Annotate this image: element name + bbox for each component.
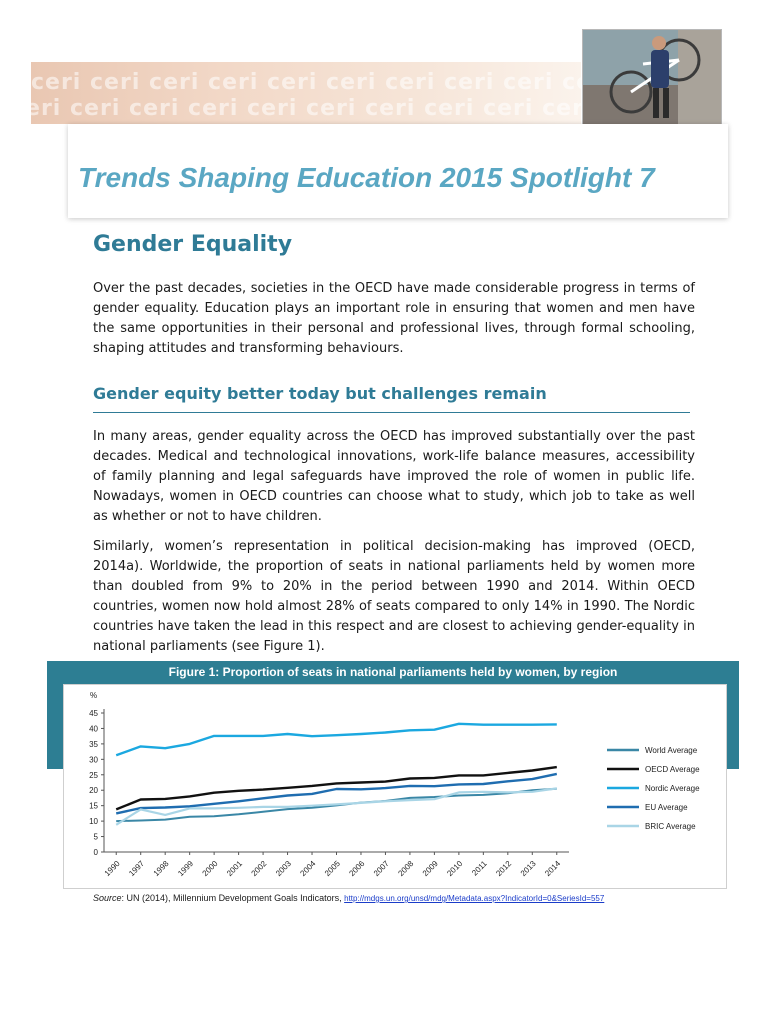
banner-watermark-row2: ceri ceri ceri ceri ceri ceri ceri ceri …: [31, 96, 581, 121]
y-tick-label: 40: [89, 724, 98, 733]
x-tick-label: 2010: [445, 859, 464, 878]
x-tick-label: 2001: [225, 859, 244, 878]
x-tick-label: 2013: [519, 859, 538, 878]
legend-label: EU Average: [645, 803, 688, 812]
source-label: Source: [93, 893, 122, 903]
y-axis-label: %: [90, 691, 97, 700]
y-tick-label: 45: [89, 709, 98, 718]
banner-watermark: ceri ceri ceri ceri ceri ceri ceri ceri …: [31, 70, 581, 95]
x-tick-label: 1990: [103, 859, 122, 878]
subheading: Gender equity better today but challenge…: [93, 384, 547, 403]
x-tick-label: 1999: [176, 859, 195, 878]
section-title: Gender Equality: [93, 232, 293, 257]
y-tick-label: 10: [89, 817, 98, 826]
series-line-nordic-average: [115, 722, 557, 757]
page-title: Trends Shaping Education 2015 Spotlight …: [78, 162, 655, 193]
x-tick-label: 2006: [347, 859, 366, 878]
title-box: Trends Shaping Education 2015 Spotlight …: [68, 124, 728, 218]
y-tick-label: 30: [89, 755, 98, 764]
y-tick-label: 35: [89, 740, 98, 749]
x-tick-label: 2012: [494, 859, 513, 878]
series-line-oecd-average: [115, 765, 557, 811]
x-tick-label: 2000: [201, 859, 220, 878]
header-banner: ceri ceri ceri ceri ceri ceri ceri ceri …: [31, 62, 581, 124]
legend-label: World Average: [645, 746, 698, 755]
x-tick-label: 2014: [543, 859, 562, 878]
y-tick-label: 20: [89, 786, 98, 795]
y-tick-label: 15: [89, 802, 98, 811]
legend-label: OECD Average: [645, 765, 700, 774]
y-tick-label: 5: [94, 833, 99, 842]
x-tick-label: 2008: [396, 859, 415, 878]
header-photo: [582, 29, 722, 126]
line-chart: % 0 5 10 15 20 25 30 35 40 45 1990 1997 1998 1999 200…: [89, 691, 700, 878]
x-tick-label: 2011: [470, 859, 489, 878]
body-paragraph-1: In many areas, gender equality across th…: [93, 429, 695, 524]
x-tick-label: 1998: [152, 859, 171, 878]
figure-title: Figure 1: Proportion of seats in nationa…: [168, 665, 618, 679]
legend-label: Nordic Average: [645, 784, 700, 793]
x-tick-label: 2007: [372, 859, 391, 878]
source-text: : UN (2014), Millennium Development Goal…: [121, 893, 345, 903]
x-tick-label: 2002: [250, 859, 269, 878]
cyclist-photo-icon: [583, 30, 721, 125]
body-paragraph-2: Similarly, women’s representation in pol…: [93, 539, 695, 654]
source-link[interactable]: http://mdgs.un.org/unsd/mdg/Metadata.asp…: [344, 894, 605, 903]
series-line-eu-average: [115, 772, 558, 815]
x-tick-label: 2005: [323, 859, 342, 878]
x-tick-label: 2003: [274, 859, 293, 878]
figure-source: Source: UN (2014), Millennium Developmen…: [93, 893, 604, 903]
intro-paragraph: Over the past decades, societies in the …: [93, 281, 695, 356]
subheading-rule: [93, 412, 690, 413]
x-tick-label: 2009: [421, 859, 440, 878]
chart-container: % 0 5 10 15 20 25 30 35 40 45 1990 1997 1998 1999 200…: [63, 684, 727, 889]
y-tick-label: 25: [89, 771, 98, 780]
series-line-bric-average: [115, 787, 557, 826]
legend-label: BRIC Average: [645, 822, 696, 831]
x-tick-label: 1997: [127, 859, 146, 878]
y-tick-label: 0: [94, 848, 99, 857]
x-tick-label: 2004: [298, 859, 317, 878]
